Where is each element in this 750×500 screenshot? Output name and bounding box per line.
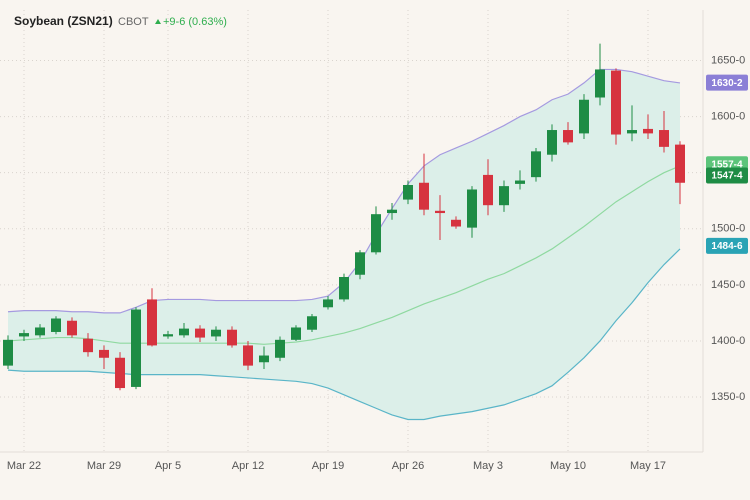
y-tick-label: 1450-0 <box>711 279 745 291</box>
candle-body <box>35 327 45 336</box>
price-tag-label: 1557-4 <box>711 159 743 170</box>
candle-body <box>211 329 221 337</box>
candle-body <box>339 276 349 300</box>
price-tag <box>706 237 748 254</box>
price-tag-label: 1547-4 <box>711 171 743 182</box>
x-tick-label: Apr 12 <box>232 460 264 472</box>
candle-body <box>595 69 605 98</box>
up-arrow <box>155 19 161 24</box>
candle-body <box>67 320 77 336</box>
y-tick-label: 1350-0 <box>711 391 745 403</box>
candle-body <box>435 210 445 214</box>
candle-body <box>83 338 93 353</box>
y-tick-label: 1400-0 <box>711 335 745 347</box>
x-tick-label: Apr 5 <box>155 460 181 472</box>
candle-body <box>291 327 301 340</box>
candle-body <box>675 144 685 183</box>
exchange: CBOT <box>118 16 149 28</box>
candle-body <box>643 128 653 134</box>
candle-body <box>259 355 269 363</box>
band-fill <box>8 69 680 420</box>
candle-body <box>51 318 61 332</box>
candle-body <box>355 252 365 275</box>
candle-body <box>627 130 637 134</box>
candle-body <box>99 349 109 358</box>
x-tick-label: Apr 19 <box>312 460 344 472</box>
price-tag <box>706 74 748 91</box>
x-tick-label: May 17 <box>630 460 666 472</box>
x-tick-label: Apr 26 <box>392 460 424 472</box>
candle-body <box>163 334 173 337</box>
x-tick-label: Mar 22 <box>7 460 41 472</box>
candle-body <box>371 214 381 253</box>
candle-body <box>579 99 589 134</box>
chart-title: Soybean (ZSN21) <box>14 14 113 28</box>
price-tag <box>706 167 748 184</box>
price-change: +9-6 (0.63%) <box>163 16 227 28</box>
candle-body <box>195 328 205 338</box>
candle-body <box>243 345 253 366</box>
candle-body <box>3 339 13 366</box>
candle-body <box>131 309 141 387</box>
price-tag-label: 1630-2 <box>711 78 743 89</box>
candle-body <box>403 185 413 200</box>
price-tag-label: 1484-6 <box>711 241 743 252</box>
candle-body <box>547 130 557 155</box>
candle-body <box>499 186 509 206</box>
y-tick-label: 1500-0 <box>711 223 745 235</box>
candle-body <box>531 151 541 178</box>
candle-body <box>323 299 333 308</box>
candle-body <box>451 219 461 227</box>
candle-body <box>227 329 237 346</box>
candle-body <box>483 174 493 206</box>
candle-body <box>419 182 429 210</box>
y-tick-label: 1650-0 <box>711 54 745 66</box>
candle-body <box>467 189 477 228</box>
candle-body <box>387 209 397 214</box>
candle-body <box>19 333 29 337</box>
candle-body <box>115 357 125 389</box>
candle-body <box>611 70 621 135</box>
band-line <box>7 165 681 345</box>
candle-body <box>563 130 573 143</box>
candles <box>3 43 685 391</box>
candle-body <box>659 130 669 147</box>
candle-body <box>275 339 285 358</box>
candle-body <box>147 299 157 346</box>
candle-body <box>307 316 317 330</box>
x-tick-label: Mar 29 <box>87 460 121 472</box>
x-tick-label: May 3 <box>473 460 503 472</box>
candle-body <box>179 328 189 336</box>
y-tick-label: 1600-0 <box>711 110 745 122</box>
candle-body <box>515 180 525 184</box>
x-tick-label: May 10 <box>550 460 586 472</box>
